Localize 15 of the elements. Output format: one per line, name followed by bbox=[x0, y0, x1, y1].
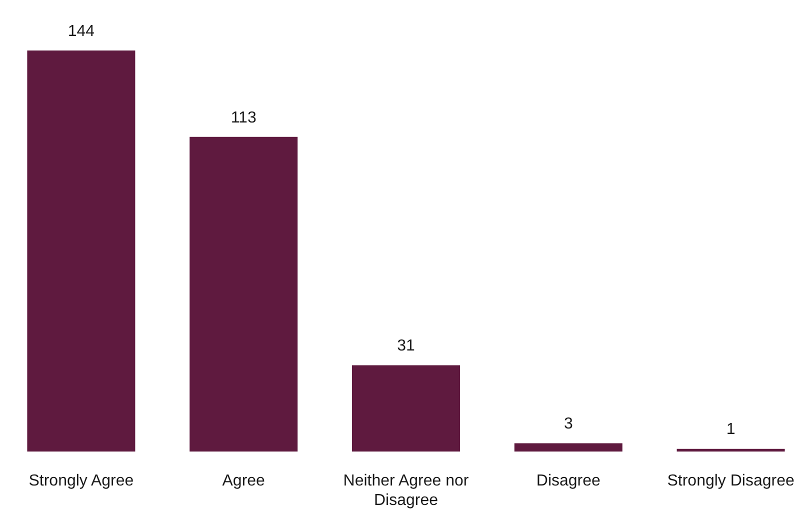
x-tick-label: Agree bbox=[222, 472, 266, 490]
bar bbox=[352, 365, 460, 452]
x-tick-label: Strongly Disagree bbox=[667, 472, 794, 490]
data-label: 31 bbox=[397, 338, 415, 355]
data-label: 1 bbox=[726, 421, 736, 438]
data-label: 113 bbox=[230, 109, 256, 126]
bar bbox=[676, 448, 785, 452]
data-label: 3 bbox=[564, 416, 573, 433]
bar bbox=[190, 136, 298, 452]
bar bbox=[27, 50, 136, 452]
x-tick-label: Disagree bbox=[536, 472, 601, 490]
bar bbox=[514, 443, 622, 452]
x-tick-label: Neither Agree nor Disagree bbox=[343, 472, 470, 509]
data-label: 144 bbox=[68, 22, 95, 40]
x-tick-label: Strongly Agree bbox=[28, 472, 134, 490]
